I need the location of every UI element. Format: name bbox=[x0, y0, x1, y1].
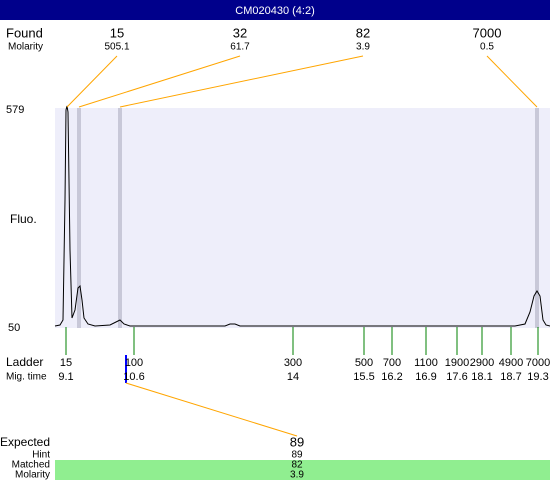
ladder-time: 9.1 bbox=[58, 371, 73, 383]
found-connector bbox=[78, 55, 241, 108]
expected-value: 89 bbox=[290, 434, 304, 449]
ladder-size: 7000 bbox=[526, 357, 550, 369]
ladder-time: 16.9 bbox=[415, 371, 436, 383]
peak-band bbox=[535, 108, 539, 328]
found-size: 15 bbox=[110, 25, 124, 40]
dynamic-layer: 15 505.1 32 61.7 82 3.9 7000 0.5 15 9.1 100 10.6 300… bbox=[58, 25, 550, 382]
ladder-time: 18.7 bbox=[500, 371, 521, 383]
ladder-label: Ladder bbox=[6, 355, 43, 369]
ladder-size: 700 bbox=[383, 357, 401, 369]
expected-row-value: 89 bbox=[291, 450, 303, 461]
y-top-label: 579 bbox=[6, 104, 24, 116]
ladder-time: 16.2 bbox=[381, 371, 402, 383]
found-molarity: 0.5 bbox=[480, 42, 494, 53]
expected-row-label: Hint bbox=[32, 450, 50, 461]
found-molarity: 505.1 bbox=[104, 42, 129, 53]
plot-area bbox=[55, 108, 550, 328]
signal-trace bbox=[54, 105, 550, 327]
title: CM020430 (4:2) bbox=[235, 5, 315, 17]
found-size: 7000 bbox=[473, 25, 502, 40]
ladder-size: 4900 bbox=[499, 357, 523, 369]
ladder-size: 2900 bbox=[470, 357, 494, 369]
found-size: 82 bbox=[356, 25, 370, 40]
found-connector bbox=[119, 55, 364, 108]
ladder-size: 300 bbox=[284, 357, 302, 369]
ladder-time: 10.6 bbox=[123, 371, 144, 383]
ladder-size: 1100 bbox=[414, 357, 438, 369]
expected-rows: Hint 89 Matched 82 Molarity 3.9 bbox=[12, 450, 305, 481]
ladder-time: 15.5 bbox=[353, 371, 374, 383]
found-size: 32 bbox=[233, 25, 247, 40]
ladder-size: 500 bbox=[355, 357, 373, 369]
mig-time-label: Mig. time bbox=[6, 372, 47, 383]
matched-highlight bbox=[55, 460, 550, 480]
found-molarity: 3.9 bbox=[356, 42, 370, 53]
ladder-size: 100 bbox=[125, 357, 143, 369]
ladder-size: 1900 bbox=[445, 357, 469, 369]
expected-row-label: Molarity bbox=[15, 470, 50, 480]
peak-band bbox=[118, 108, 122, 328]
y-axis-label: Fluo. bbox=[10, 212, 37, 226]
ladder-size: 15 bbox=[60, 357, 72, 369]
title-bar bbox=[0, 0, 550, 20]
connector bbox=[125, 382, 298, 437]
found-molarity: 61.7 bbox=[230, 42, 250, 53]
ladder-time: 19.3 bbox=[527, 371, 548, 383]
ladder-time: 18.1 bbox=[471, 371, 492, 383]
molarity-label: Molarity bbox=[8, 42, 43, 53]
y-bottom-label: 50 bbox=[8, 322, 20, 334]
expected-row-label: Matched bbox=[12, 460, 50, 471]
found-label: Found bbox=[6, 25, 43, 40]
found-connector bbox=[486, 55, 538, 108]
ladder-time: 17.6 bbox=[446, 371, 467, 383]
found-connector bbox=[66, 55, 118, 108]
peak-band bbox=[77, 108, 81, 328]
expected-label: Expected bbox=[0, 435, 50, 449]
expected-row-value: 3.9 bbox=[290, 470, 304, 480]
ladder-time: 14 bbox=[287, 371, 299, 383]
expected-row-value: 82 bbox=[291, 460, 303, 471]
